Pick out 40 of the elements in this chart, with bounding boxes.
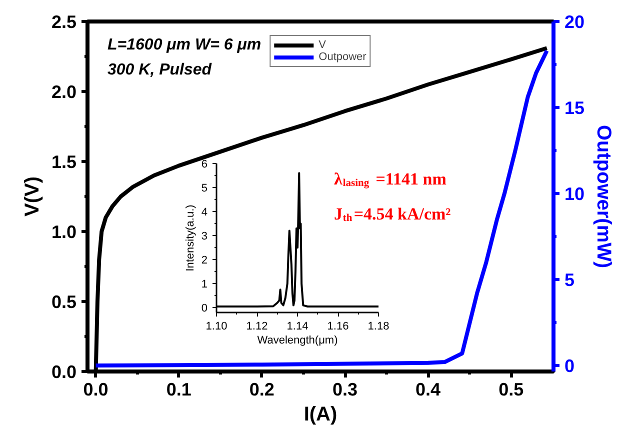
y-axis-title: V(V) <box>21 176 44 216</box>
x-tick-label: 0.0 <box>83 380 108 400</box>
y2-tick-label: 20 <box>564 12 585 32</box>
y-tick-label: 5 <box>201 182 208 195</box>
y2-axis-title: Outpower(mW) <box>592 124 615 268</box>
x-tick-label: 0.2 <box>249 380 274 400</box>
y2-tick-label: 10 <box>564 184 585 204</box>
y-tick-label: 0.0 <box>51 362 77 382</box>
y-tick-label: 2.0 <box>51 82 77 102</box>
x-axis-title: Wavelength(μm) <box>257 334 338 346</box>
x-tick-label: 0.4 <box>416 380 441 400</box>
y-tick-label: 0.5 <box>51 292 77 312</box>
y-tick-label: 3 <box>201 230 208 243</box>
x-tick-label: 0.5 <box>498 380 524 400</box>
x-tick-label: 1.12 <box>246 320 268 332</box>
y-axis-title: Intensity(a.u.) <box>184 204 196 272</box>
y-tick-label: 1.0 <box>51 222 77 242</box>
y2-tick-label: 15 <box>564 98 585 118</box>
y-tick-label: 6 <box>201 158 208 170</box>
annotation: λlasing=1141 nm <box>334 170 446 189</box>
x-tick-label: 0.1 <box>166 380 192 400</box>
annotation: Jth=4.54 kA/cm² <box>334 204 451 224</box>
x-tick-label: 1.16 <box>327 320 349 332</box>
y-tick-label: 1.5 <box>51 152 77 172</box>
x-axis-title: I(A) <box>304 404 338 426</box>
x-tick-label: 0.3 <box>332 380 358 400</box>
y-tick-label: 0 <box>201 302 208 315</box>
y-tick-label: 2 <box>201 254 208 267</box>
x-tick-label: 1.18 <box>368 320 390 332</box>
legend-label: V <box>318 39 327 51</box>
y-tick-label: 1 <box>201 278 208 291</box>
x-tick-label: 1.10 <box>206 320 228 332</box>
y2-tick-label: 0 <box>564 356 575 376</box>
legend-label: Outpower <box>318 51 366 63</box>
annotation: L=1600 μm W= 6 μm <box>108 36 262 54</box>
x-tick-label: 1.14 <box>286 320 308 332</box>
y-tick-label: 2.5 <box>51 12 77 32</box>
y2-tick-label: 5 <box>564 270 575 290</box>
annotation: 300 K, Pulsed <box>108 62 213 78</box>
y-tick-label: 4 <box>201 206 208 219</box>
